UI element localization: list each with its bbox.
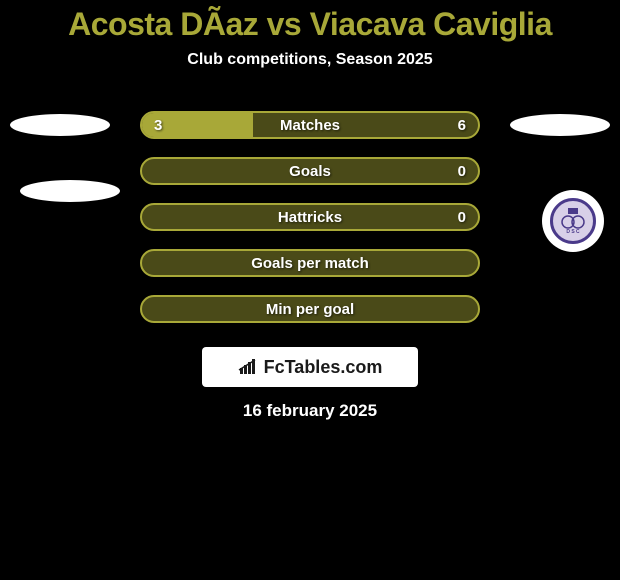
subtitle: Club competitions, Season 2025: [0, 51, 620, 69]
date-text: 16 february 2025: [0, 401, 620, 421]
source-logo: FcTables.com: [238, 357, 383, 378]
page-title: Acosta DÃ­az vs Viacava Caviglia: [0, 6, 620, 43]
stat-row-matches: 3 Matches 6: [0, 111, 620, 139]
value-right-hattricks: 0: [458, 205, 466, 229]
player-right-avatar: [510, 114, 610, 136]
bar-label-goals: Goals: [142, 159, 478, 183]
stat-row-mpg: Min per goal: [0, 295, 620, 323]
value-right-goals: 0: [458, 159, 466, 183]
bar-track-mpg: Min per goal: [140, 295, 480, 323]
bar-track-matches: 3 Matches 6: [140, 111, 480, 139]
comparison-infographic: Acosta DÃ­az vs Viacava Caviglia Club co…: [0, 0, 620, 421]
bar-track-gpm: Goals per match: [140, 249, 480, 277]
source-logo-box: FcTables.com: [202, 347, 418, 387]
bar-track-hattricks: Hattricks 0: [140, 203, 480, 231]
bar-track-goals: Goals 0: [140, 157, 480, 185]
stat-row-hattricks: Hattricks 0: [0, 203, 620, 231]
bar-label-matches: Matches: [142, 113, 478, 137]
logo-label: FcTables.com: [264, 357, 383, 378]
player-left-avatar-2: [20, 180, 120, 202]
stat-row-gpm: Goals per match: [0, 249, 620, 277]
bar-label-hattricks: Hattricks: [142, 205, 478, 229]
player-left-avatar: [10, 114, 110, 136]
chart-icon: [238, 358, 260, 376]
bar-label-gpm: Goals per match: [142, 251, 478, 275]
bar-label-mpg: Min per goal: [142, 297, 478, 321]
value-right-matches: 6: [458, 113, 466, 137]
